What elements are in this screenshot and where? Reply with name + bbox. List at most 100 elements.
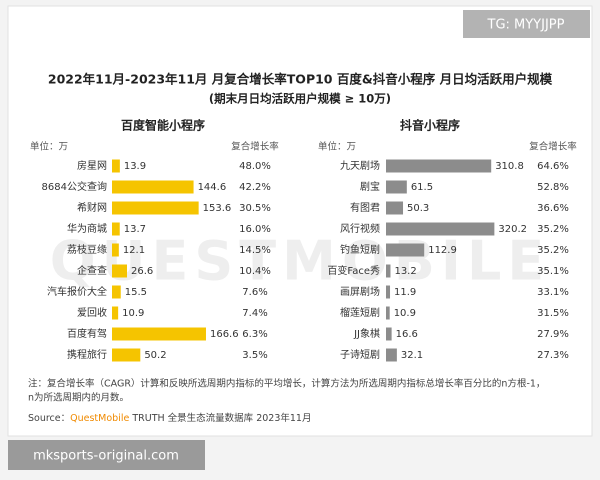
value-label: 16.6 — [396, 329, 418, 340]
bar — [112, 264, 128, 278]
value-label: 11.9 — [394, 287, 416, 298]
unit-label: 单位：万 — [318, 141, 356, 153]
chart-title: 抖音小程序 — [400, 118, 460, 133]
value-label: 61.5 — [411, 182, 433, 193]
category-label: 企查查 — [77, 264, 107, 277]
bar — [386, 243, 425, 257]
bar — [386, 348, 397, 362]
value-label: 112.9 — [428, 245, 457, 256]
growth-label: 35.2% — [537, 224, 569, 235]
tag: TG: MYYJJPP — [487, 18, 565, 33]
growth-label: 6.3% — [242, 329, 267, 340]
value-label: 320.2 — [498, 224, 527, 235]
growth-label: 7.4% — [242, 308, 267, 319]
category-label: 风行视频 — [340, 222, 380, 235]
bar — [112, 348, 141, 362]
growth-label: 33.1% — [537, 287, 569, 298]
watermark: QUESTMOBILE — [50, 230, 551, 293]
source-prefix: Source： — [28, 413, 70, 424]
value-label: 13.9 — [124, 161, 146, 172]
bar — [386, 180, 407, 194]
bar — [386, 306, 390, 320]
growth-label: 35.2% — [537, 245, 569, 256]
bar — [386, 159, 492, 173]
subtitle: (期末月日均活跃用户规模 ≥ 10万) — [209, 92, 391, 106]
growth-label: 35.1% — [537, 266, 569, 277]
category-label: 子诗短剧 — [340, 348, 380, 361]
category-label: 爱回收 — [77, 306, 107, 319]
bar — [112, 222, 120, 236]
category-label: 汽车报价大全 — [47, 285, 107, 298]
bar — [112, 159, 120, 173]
growth-header: 复合增长率 — [529, 141, 577, 153]
value-label: 13.7 — [124, 224, 146, 235]
footnote: 注：复合增长率（CAGR）计算和反映所选周期内指标的平均增长，计算方法为所选周期… — [28, 378, 545, 390]
tag-box — [463, 10, 590, 38]
value-label: 153.6 — [203, 203, 232, 214]
category-label: 九天剧场 — [340, 159, 380, 172]
category-label: 希财网 — [77, 201, 107, 214]
category-label: 百变Face秀 — [327, 264, 380, 277]
growth-label: 27.3% — [537, 350, 569, 361]
bar — [386, 264, 391, 278]
category-label: 携程旅行 — [67, 348, 107, 361]
bar — [112, 285, 121, 299]
growth-label: 7.6% — [242, 287, 267, 298]
card — [7, 5, 593, 437]
category-label: 百度有驾 — [67, 327, 107, 340]
bar — [112, 327, 206, 341]
bar — [112, 201, 199, 215]
value-label: 50.3 — [407, 203, 429, 214]
site-box — [8, 440, 205, 470]
category-label: 荔枝豆缘 — [67, 243, 107, 256]
value-label: 26.6 — [131, 266, 153, 277]
value-label: 12.1 — [123, 245, 145, 256]
category-label: 榴莲短剧 — [340, 306, 380, 319]
growth-label: 64.6% — [537, 161, 569, 172]
category-label: 有图君 — [350, 201, 380, 214]
growth-label: 30.5% — [239, 203, 271, 214]
source: Source：QuestMobile TRUTH 全景生态流量数据库 2023年… — [28, 412, 311, 424]
site: mksports-original.com — [33, 449, 179, 464]
growth-label: 3.5% — [242, 350, 267, 361]
title: 2022年11月-2023年11月 月复合增长率TOP10 百度&抖音小程序 月… — [48, 72, 553, 87]
growth-label: 36.6% — [537, 203, 569, 214]
footnote: n为所选周期内的月数。 — [28, 392, 129, 404]
category-label: 画屏剧场 — [340, 285, 380, 298]
growth-label: 52.8% — [537, 182, 569, 193]
chart-title: 百度智能小程序 — [121, 118, 205, 133]
growth-header: 复合增长率 — [231, 141, 279, 153]
value-label: 10.9 — [122, 308, 144, 319]
bar — [386, 327, 392, 341]
bar — [386, 201, 404, 215]
growth-label: 31.5% — [537, 308, 569, 319]
bar — [112, 306, 119, 320]
bar — [386, 222, 495, 236]
value-label: 32.1 — [401, 350, 423, 361]
source-brand: QuestMobile — [70, 413, 129, 424]
value-label: 50.2 — [144, 350, 166, 361]
growth-label: 14.5% — [239, 245, 271, 256]
growth-label: 10.4% — [239, 266, 271, 277]
bar — [112, 243, 119, 257]
bar — [112, 180, 194, 194]
growth-label: 48.0% — [239, 161, 271, 172]
value-label: 166.6 — [210, 329, 239, 340]
growth-label: 16.0% — [239, 224, 271, 235]
bar — [386, 285, 391, 299]
category-label: 房星网 — [77, 159, 107, 172]
value-label: 310.8 — [495, 161, 524, 172]
growth-label: 27.9% — [537, 329, 569, 340]
unit-label: 单位：万 — [30, 141, 68, 153]
category-label: 华为商城 — [67, 222, 107, 235]
value-label: 144.6 — [198, 182, 227, 193]
category-label: JJ象棋 — [353, 327, 380, 340]
category-label: 钓鱼短剧 — [340, 243, 380, 256]
value-label: 10.9 — [394, 308, 416, 319]
category-label: 8684公交查询 — [42, 180, 107, 193]
value-label: 13.2 — [394, 266, 416, 277]
category-label: 剧宝 — [360, 180, 380, 193]
source-text: TRUTH 全景生态流量数据库 2023年11月 — [129, 412, 311, 424]
